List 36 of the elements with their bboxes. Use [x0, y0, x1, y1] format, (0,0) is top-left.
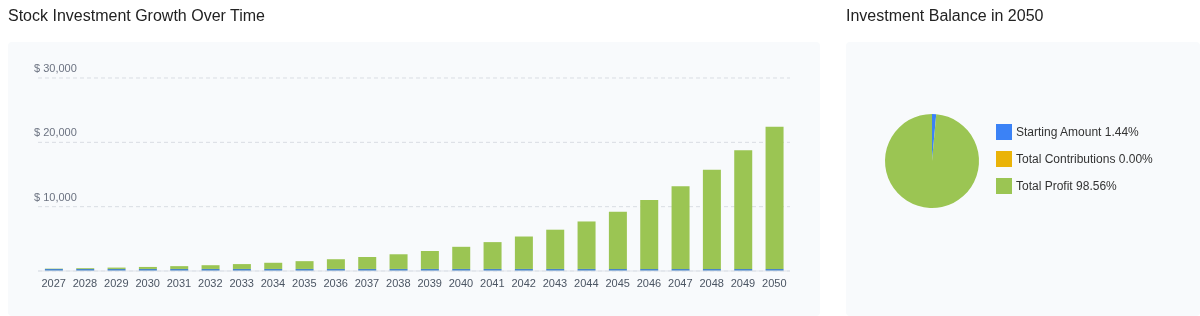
x-tick-label: 2040	[448, 276, 474, 289]
x-tick-label: 2038	[386, 276, 411, 289]
legend-label: Starting Amount	[1016, 125, 1102, 139]
x-tick-label: 2043	[542, 276, 568, 289]
x-tick-label: 2027	[41, 276, 66, 289]
text: 0.00%	[1118, 152, 1153, 166]
chart-title: Investment Balance in 2050	[846, 7, 1044, 25]
x-tick-label: 2046	[636, 276, 662, 289]
x-tick-label: 2029	[104, 276, 129, 289]
pie-slice	[885, 114, 979, 208]
x-tick-label: 2045	[605, 276, 630, 289]
x-tick-label: 2032	[198, 276, 223, 289]
x-tick-label: 2049	[730, 276, 756, 289]
x-tick-label: 2035	[292, 276, 317, 289]
legend-label: Total Profit	[1016, 179, 1073, 193]
x-tick-label: 2036	[323, 276, 348, 289]
y-tick-label: $ 20,000	[34, 126, 77, 139]
x-tick-label: 2039	[417, 276, 442, 289]
x-tick-label: 2033	[229, 276, 254, 289]
x-tick-label: 2041	[480, 276, 505, 289]
data-label: 1.44%	[1104, 125, 1139, 139]
x-tick-label: 2034	[260, 276, 286, 289]
y-tick-label: $ 10,000	[34, 190, 77, 203]
legend-label: Total Contributions	[1016, 152, 1116, 166]
x-tick-label: 2044	[574, 276, 599, 289]
x-tick-label: 2050	[762, 276, 787, 289]
x-tick-label: 2028	[72, 276, 98, 289]
x-tick-label: 2037	[354, 276, 380, 289]
data-label: 98.56%	[1076, 179, 1117, 193]
y-tick-label: $ 30,000	[34, 62, 77, 74]
x-tick-label: 2042	[511, 276, 536, 289]
x-tick-label: 2030	[135, 276, 160, 289]
chart-title: Stock Investment Growth Over Time	[8, 7, 265, 25]
x-tick-label: 2047	[668, 276, 693, 289]
x-tick-label: 2048	[699, 276, 724, 289]
x-tick-label: 2031	[166, 276, 192, 289]
